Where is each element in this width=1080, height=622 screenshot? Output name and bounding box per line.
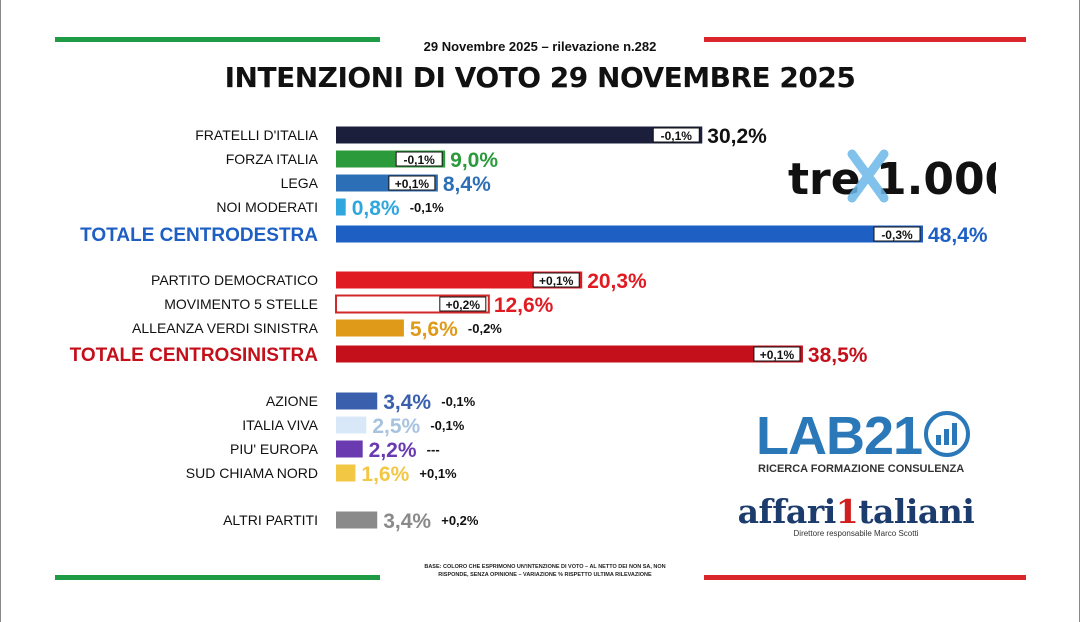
footnote-line-2: RISPONDE, SENZA OPINIONE – VARIAZIONE % …: [438, 572, 652, 578]
party-label-piu-europa: PIU' EUROPA: [230, 441, 319, 457]
variation-badge-totale-centrodestra: [873, 226, 921, 242]
lab21-tagline: RICERCA FORMAZIONE CONSULENZA: [758, 463, 965, 475]
bar-alleanza-verdi-sinistra: [336, 319, 404, 337]
value-sud-chiama-nord: 1,6%: [361, 463, 409, 486]
variation-piu-europa: ---: [427, 442, 440, 457]
page-title: INTENZIONI DI VOTO 29 NOVEMBRE 2025: [224, 61, 856, 94]
party-label-totale-centrodestra: TOTALE CENTRODESTRA: [80, 225, 318, 246]
affaritaliani-director: Direttore responsabile Marco Scotti: [793, 529, 919, 538]
bottom-green-stripe: [55, 575, 380, 580]
affaritaliani-wordmark: affari1taliani: [706, 492, 1006, 531]
variation-italia-viva: -0,1%: [430, 418, 464, 433]
variation-badge-movimento-5-stelle: [439, 296, 487, 312]
variation-totale-centrodestra: -0,3%: [881, 228, 913, 242]
top-green-stripe: [55, 37, 380, 42]
value-fratelli-d-italia: 30,2%: [707, 125, 767, 148]
party-label-lega: LEGA: [281, 175, 319, 191]
value-totale-centrodestra: 48,4%: [928, 224, 988, 247]
variation-azione: -0,1%: [441, 394, 475, 409]
value-lega: 8,4%: [443, 173, 491, 196]
survey-subtitle: 29 Novembre 2025 – rilevazione n.282: [423, 39, 657, 54]
affari-word-part: affari: [737, 492, 837, 531]
value-altri-partiti: 3,4%: [383, 510, 431, 533]
value-alleanza-verdi-sinistra: 5,6%: [410, 318, 458, 341]
taliani-word-part: taliani: [858, 492, 975, 531]
variation-partito-democratico: +0,1%: [539, 274, 574, 288]
bar-partito-democratico: [336, 271, 583, 289]
variation-badge-fratelli-d-italia: [652, 127, 700, 143]
party-label-movimento-5-stelle: MOVIMENTO 5 STELLE: [164, 296, 318, 312]
variation-badge-forza-italia: [395, 151, 443, 167]
party-label-sud-chiama-nord: SUD CHIAMA NORD: [186, 465, 318, 481]
bottom-red-stripe: [704, 575, 1026, 580]
value-forza-italia: 9,0%: [450, 149, 498, 172]
variation-alleanza-verdi-sinistra: -0,2%: [468, 321, 502, 336]
variation-noi-moderati: -0,1%: [410, 200, 444, 215]
party-label-italia-viva: ITALIA VIVA: [242, 417, 318, 433]
bar-altri-partiti: [336, 511, 378, 529]
variation-badge-partito-democratico: [532, 272, 580, 288]
footnote-line-1: BASE: COLORO CHE ESPRIMONO UN'INTENZIONE…: [424, 564, 666, 570]
value-piu-europa: 2,2%: [369, 439, 417, 462]
party-label-azione: AZIONE: [266, 393, 318, 409]
party-label-altri-partiti: ALTRI PARTITI: [223, 512, 318, 528]
footnote: BASE: COLORO CHE ESPRIMONO UN'INTENZIONE…: [380, 563, 710, 579]
left-frame-edge: [0, 0, 1, 622]
party-label-fratelli-d-italia: FRATELLI D'ITALIA: [195, 127, 318, 143]
party-label-forza-italia: FORZA ITALIA: [226, 151, 319, 167]
variation-forza-italia: -0,1%: [403, 153, 435, 167]
top-red-stripe: [704, 37, 1026, 42]
value-partito-democratico: 20,3%: [587, 270, 647, 293]
value-azione: 3,4%: [383, 391, 431, 414]
bar-italia-viva: [336, 416, 367, 434]
x-mark-icon: [847, 149, 889, 203]
variation-badge-lega: [388, 175, 436, 191]
tre-per-mille-logo: tre 1.000: [788, 149, 996, 205]
value-totale-centrosinistra: 38,5%: [808, 344, 868, 367]
bar-azione: [336, 392, 378, 410]
bar-fratelli-d-italia: [336, 126, 703, 144]
affaritaliani-logo: affari1taliani Direttore responsabile Ma…: [706, 492, 1006, 544]
bar-totale-centrosinistra: [336, 345, 803, 363]
bar-noi-moderati: [336, 198, 346, 216]
variation-lega: +0,1%: [395, 177, 430, 191]
bar-piu-europa: [336, 440, 363, 458]
variation-totale-centrosinistra: +0,1%: [760, 348, 795, 362]
bar-chart-circle-icon: [924, 411, 970, 457]
party-label-noi-moderati: NOI MODERATI: [216, 199, 318, 215]
variation-fratelli-d-italia: -0,1%: [661, 129, 693, 143]
party-label-totale-centrosinistra: TOTALE CENTROSINISTRA: [70, 345, 319, 366]
value-italia-viva: 2,5%: [372, 415, 420, 438]
variation-badge-totale-centrosinistra: [753, 346, 801, 362]
affari-red-one: 1: [835, 492, 859, 531]
bar-totale-centrodestra: [336, 225, 923, 243]
tre-logo-right: 1.000: [876, 154, 996, 205]
value-movimento-5-stelle: 12,6%: [494, 294, 554, 317]
variation-altri-partiti: +0,2%: [441, 513, 479, 528]
variation-sud-chiama-nord: +0,1%: [419, 466, 457, 481]
value-noi-moderati: 0,8%: [352, 197, 400, 220]
party-label-alleanza-verdi-sinistra: ALLEANZA VERDI SINISTRA: [132, 320, 319, 336]
bar-sud-chiama-nord: [336, 464, 356, 482]
lab21-logo: LAB21 RICERCA FORMAZIONE CONSULENZA: [752, 405, 982, 480]
party-label-partito-democratico: PARTITO DEMOCRATICO: [151, 272, 318, 288]
lab21-word: LAB21: [756, 406, 923, 466]
variation-movimento-5-stelle: +0,2%: [446, 298, 481, 312]
